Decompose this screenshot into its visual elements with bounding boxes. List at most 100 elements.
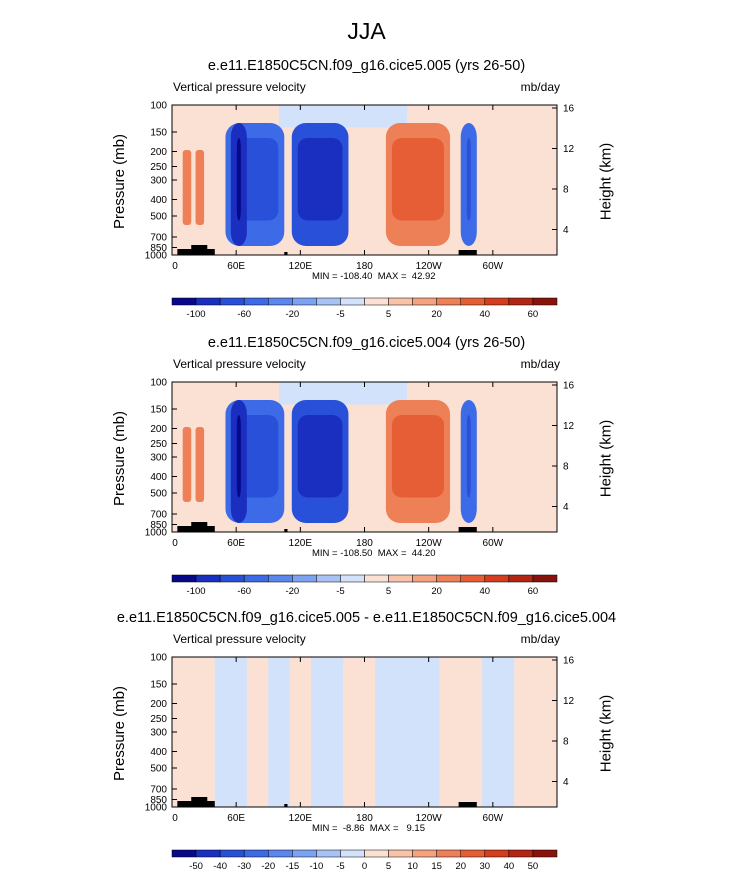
units-label: mb/day xyxy=(520,357,560,371)
colorbar-swatch xyxy=(364,574,389,583)
colorbar-swatch xyxy=(340,574,365,583)
descent-patch xyxy=(182,150,192,225)
colorbar-label: 60 xyxy=(528,586,539,597)
colorbar-swatch xyxy=(484,297,510,306)
x-tick-label: 0 xyxy=(172,538,178,549)
y-tick-label: 850 xyxy=(150,520,167,531)
anomaly-band xyxy=(439,657,483,807)
panel-title: e.e11.E1850C5CN.f09_g16.cice5.004 (yrs 2… xyxy=(207,335,526,351)
colorbar-swatch xyxy=(243,574,269,583)
y-tick-label: 100 xyxy=(150,653,167,664)
y-right-tick-label: 8 xyxy=(563,737,569,748)
colorbar-swatch xyxy=(340,297,365,306)
variable-label: Vertical pressure velocity xyxy=(173,80,306,94)
descent-patch xyxy=(182,427,192,502)
y-right-tick-label: 12 xyxy=(563,144,575,155)
x-tick-label: 0 xyxy=(172,261,178,272)
y-tick-label: 700 xyxy=(150,510,167,521)
colorbar-swatch xyxy=(460,849,486,858)
colorbar-label: 10 xyxy=(407,861,418,872)
y-tick-label: 250 xyxy=(150,439,167,450)
panel-title: e.e11.E1850C5CN.f09_g16.cice5.005 - e.e1… xyxy=(116,610,617,626)
colorbar-label: -20 xyxy=(285,586,299,597)
colorbar-label: -15 xyxy=(285,861,299,872)
colorbar-swatch xyxy=(316,849,341,858)
colorbar-label: 40 xyxy=(480,586,491,597)
y-tick-label: 150 xyxy=(150,128,167,139)
y-tick-label: 400 xyxy=(150,747,167,758)
colorbar-swatch xyxy=(195,849,221,858)
upper-band xyxy=(278,382,408,405)
colorbar-label: -5 xyxy=(336,861,344,872)
x-tick-label: 60E xyxy=(227,261,245,272)
colorbar-label: 0 xyxy=(362,861,367,872)
x-tick-label: 120E xyxy=(289,813,313,824)
descent-patch xyxy=(195,150,205,225)
colorbar-swatch xyxy=(316,574,341,583)
colorbar-label: -5 xyxy=(336,309,344,320)
colorbar: -100 -60 -20 -5 5 20 40 60 xyxy=(171,297,558,320)
y-tick-label: 500 xyxy=(150,764,167,775)
colorbar-label: 20 xyxy=(455,861,466,872)
region-core-ascent-west-pacific xyxy=(297,415,343,498)
colorbar-label: 5 xyxy=(386,861,391,872)
x-tick-label: 60W xyxy=(483,538,504,549)
y-tick-label: 100 xyxy=(150,101,167,112)
variable-label: Vertical pressure velocity xyxy=(173,632,306,646)
y-tick-label: 300 xyxy=(150,728,167,739)
min-max-label: MIN = -8.86 MAX = 9.15 xyxy=(312,823,425,834)
y-tick-label: 250 xyxy=(150,714,167,725)
variable-label: Vertical pressure velocity xyxy=(173,357,306,371)
colorbar-swatch xyxy=(532,574,558,583)
colorbar-label: -40 xyxy=(213,861,227,872)
colorbar-swatch xyxy=(460,297,486,306)
colorbar-swatch xyxy=(171,574,197,583)
colorbar-swatch xyxy=(219,574,245,583)
colorbar-swatch xyxy=(460,574,486,583)
min-max-label: MIN = -108.40 MAX = 42.92 xyxy=(312,271,436,282)
anomaly-band xyxy=(172,657,215,807)
region-core-ascent-americas xyxy=(466,415,471,498)
topography-mask xyxy=(284,529,288,532)
colorbar-label: -30 xyxy=(237,861,251,872)
colorbar-swatch xyxy=(171,849,197,858)
anomaly-band xyxy=(289,657,312,807)
y-tick-label: 1000 xyxy=(145,803,168,814)
colorbar-label: 20 xyxy=(431,309,442,320)
x-tick-label: 120W xyxy=(416,813,443,824)
colorbar-label: 60 xyxy=(528,309,539,320)
colorbar: -100 -60 -20 -5 5 20 40 60 xyxy=(171,574,558,597)
anomaly-band xyxy=(246,657,269,807)
colorbar-label: -10 xyxy=(310,861,324,872)
colorbar-label: -60 xyxy=(237,586,251,597)
colorbar-swatch xyxy=(268,574,293,583)
topography-mask xyxy=(191,522,208,532)
x-tick-label: 180 xyxy=(356,261,373,272)
topography-mask xyxy=(191,245,208,255)
colorbar-swatch xyxy=(219,297,245,306)
colorbar-label: 15 xyxy=(431,861,442,872)
colorbar-label: 20 xyxy=(431,586,442,597)
y-tick-label: 200 xyxy=(150,424,167,435)
y-tick-label: 300 xyxy=(150,453,167,464)
colorbar-label: 40 xyxy=(504,861,515,872)
colorbar-label: -5 xyxy=(336,586,344,597)
colorbar-swatch xyxy=(484,574,510,583)
colorbar-swatch xyxy=(388,574,413,583)
colorbar-label: -100 xyxy=(187,586,206,597)
y-right-tick-label: 12 xyxy=(563,421,575,432)
colorbar-swatch xyxy=(412,574,437,583)
colorbar-swatch xyxy=(243,849,269,858)
x-tick-label: 60E xyxy=(227,813,245,824)
colorbar-swatch xyxy=(316,297,341,306)
y-tick-label: 500 xyxy=(150,489,167,500)
colorbar-label: -60 xyxy=(237,309,251,320)
topography-mask xyxy=(458,802,477,807)
upper-band xyxy=(278,105,408,128)
x-tick-label: 120E xyxy=(289,538,313,549)
units-label: mb/day xyxy=(520,80,560,94)
region-core-ascent-americas xyxy=(466,138,471,221)
y-tick-label: 500 xyxy=(150,212,167,223)
